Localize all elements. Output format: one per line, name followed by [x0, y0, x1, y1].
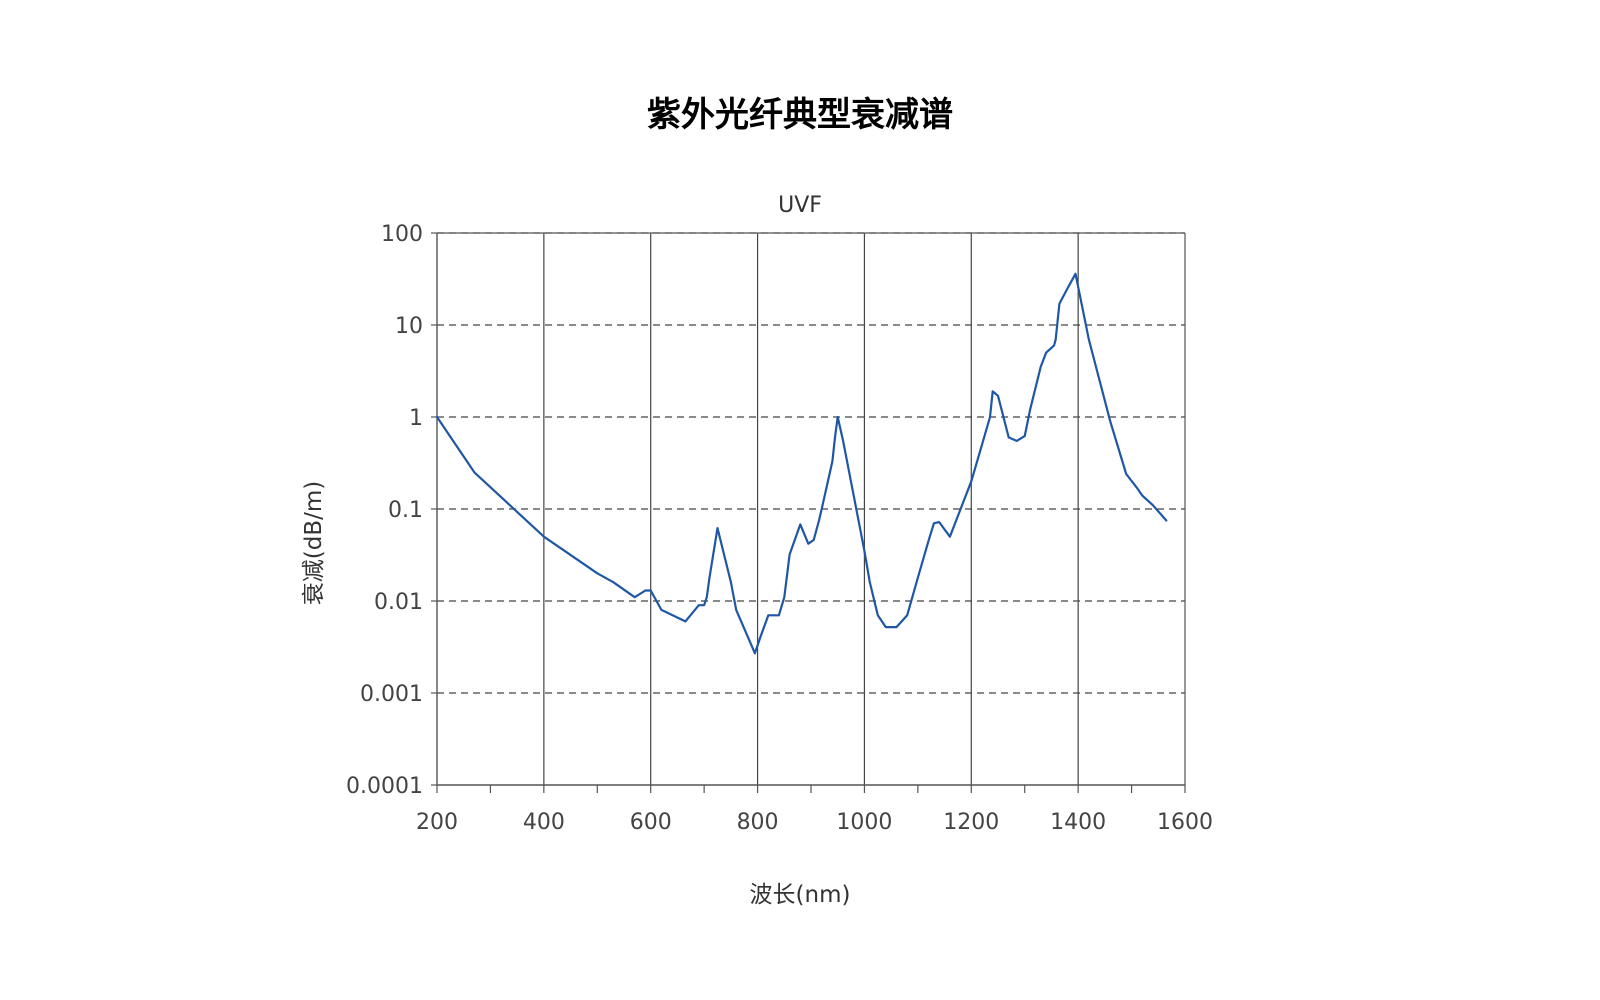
x-tick-label: 1200: [943, 810, 999, 835]
x-tick-label: 1600: [1157, 810, 1213, 835]
x-tick-label: 600: [630, 810, 672, 835]
x-axis-title: 波长(nm): [750, 882, 851, 908]
x-tick-label: 1000: [836, 810, 892, 835]
y-tick-label: 0.0001: [346, 774, 423, 799]
y-tick-label: 1: [409, 406, 423, 431]
y-tick-label: 0.01: [374, 590, 423, 615]
y-tick-label: 10: [395, 314, 423, 339]
chart-title: UVF: [778, 193, 822, 218]
tick-labels: 0.0001 0.001 0.01 0.1 1 10 100 200 400 600 800 1000…: [346, 222, 1213, 835]
x-tick-label: 800: [737, 810, 779, 835]
y-tick-label: 0.001: [360, 682, 423, 707]
grid-lines: [437, 232, 1185, 785]
x-tick-label: 200: [416, 810, 458, 835]
series-line: [435, 272, 1168, 655]
series-layer: [435, 272, 1168, 655]
y-tick-label: 0.1: [388, 498, 423, 523]
x-tick-label: 400: [523, 810, 565, 835]
axes: [431, 232, 1186, 793]
x-tick-label: 1400: [1050, 810, 1106, 835]
page-title: 紫外光纤典型衰减谱: [647, 95, 953, 135]
y-axis-title: 衰减(dB/m): [301, 481, 327, 605]
y-tick-label: 100: [381, 222, 423, 247]
